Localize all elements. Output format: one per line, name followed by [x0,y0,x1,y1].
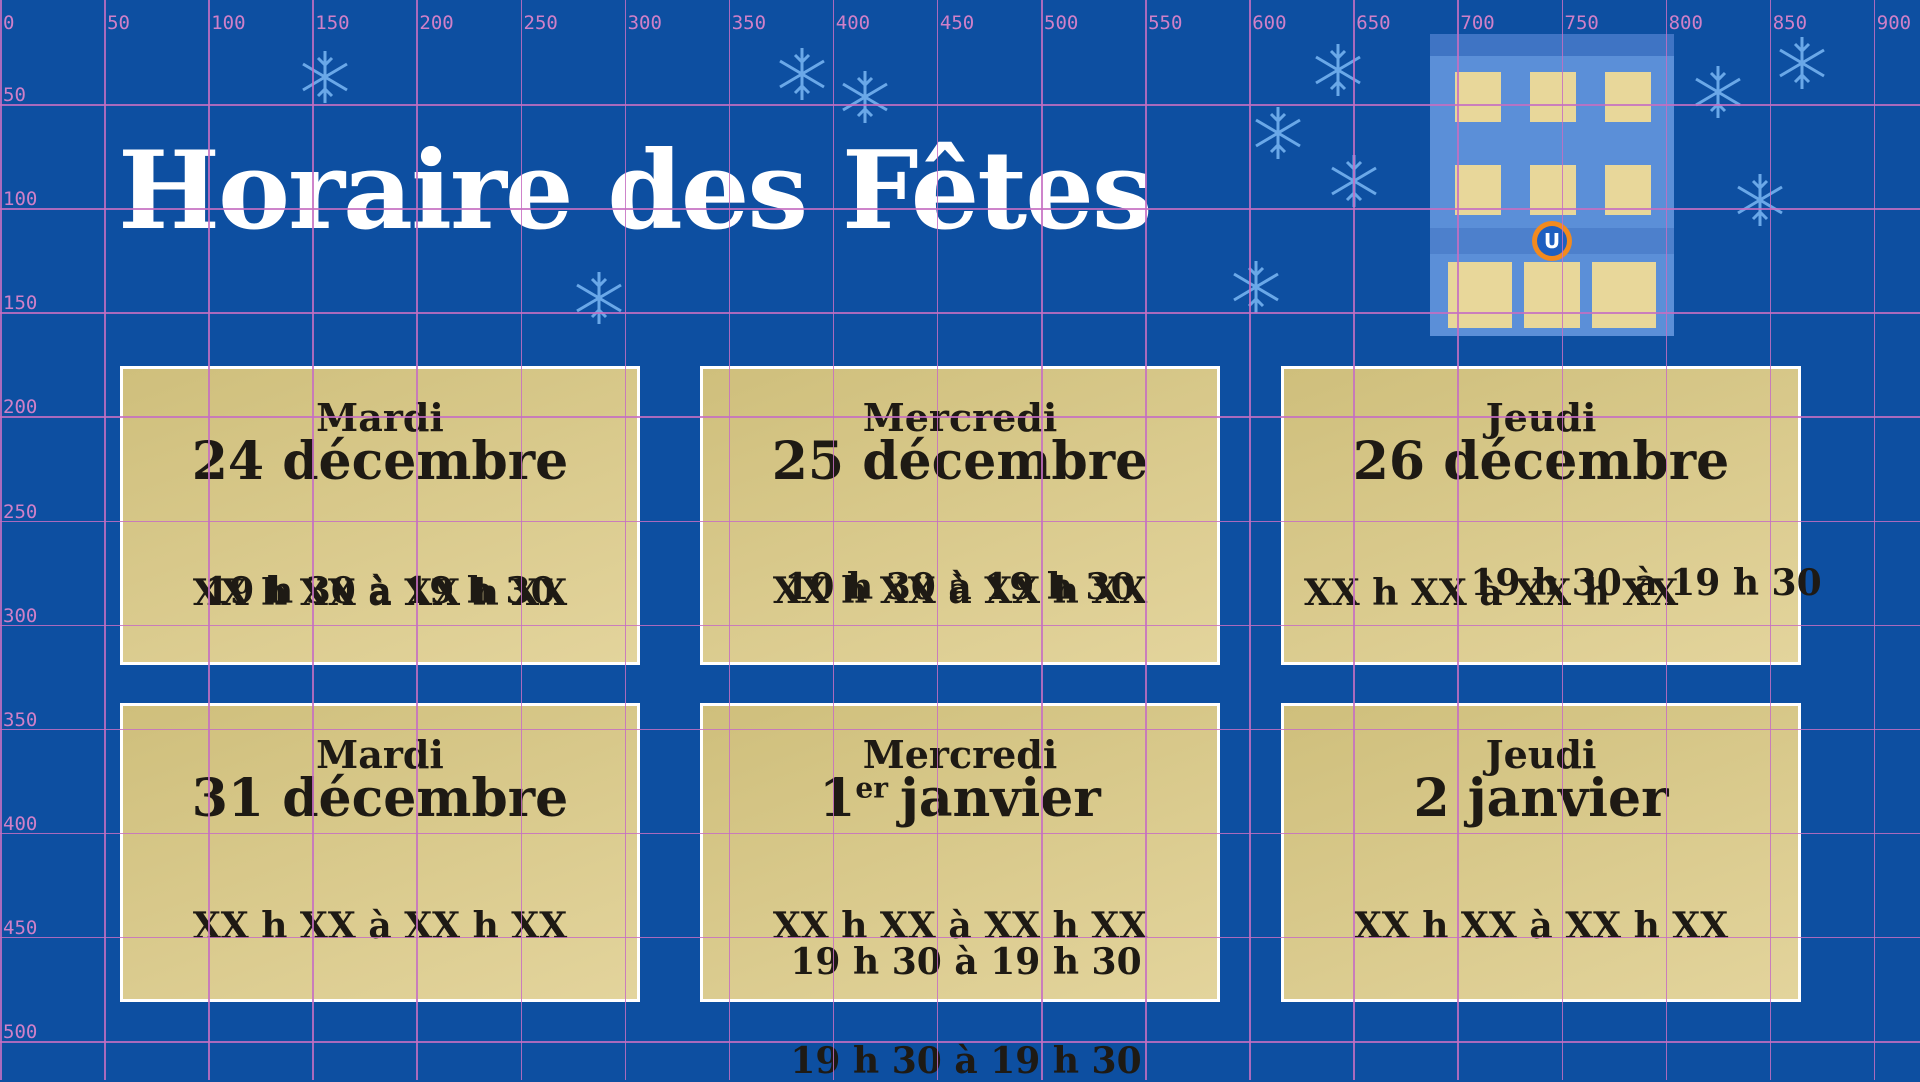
hours: XX h XX à XX h XX [1353,905,1729,947]
card: Mercredi 25 décembre [700,366,1220,665]
hours: XX h XX à XX h XX [1303,572,1679,614]
card: Mercredi 1er janvier [700,703,1220,1002]
logo: U [1544,229,1560,253]
hours: XX h XX à XX h XX [192,572,568,614]
hours: XX h XX à XX h XX [192,905,568,947]
hours: XX h XX à XX h XX [772,905,1148,947]
hours: 19 h 30 à 19 h 30 [790,1040,1142,1082]
date: 26 décembre [1352,431,1730,492]
date: 1er janvier [703,768,1217,829]
day: Jeudi [1485,732,1597,777]
building: U [1430,34,1674,336]
card: Mardi 24 décembre [120,366,640,665]
card: Jeudi 26 décembre [1281,366,1801,665]
date: 25 décembre [771,431,1149,492]
hours: 19 h 30 à 19 h 30 [1470,562,1822,604]
date-num: 1 [819,768,856,829]
date: 2 janvier [1413,768,1669,829]
day: Mercredi [862,732,1058,777]
date-month: janvier [900,768,1101,829]
day: Mardi [316,732,444,777]
date: 24 décembre [191,431,569,492]
hours: XX h XX à XX h XX [772,570,1148,612]
card: Jeudi 2 janvier [1281,703,1801,1002]
card: Mardi 31 décembre [120,703,640,1002]
title: Horaire des Fêtes [118,128,1153,254]
hours: 19 h 30 à 19 h 30 [790,941,1142,983]
hours: 19 h 30 à 19 h 30 [204,570,556,612]
date-sup: er [855,771,888,805]
hours: 10 h 30 à 19 h 30 [784,566,1136,608]
date: 31 décembre [191,768,569,829]
